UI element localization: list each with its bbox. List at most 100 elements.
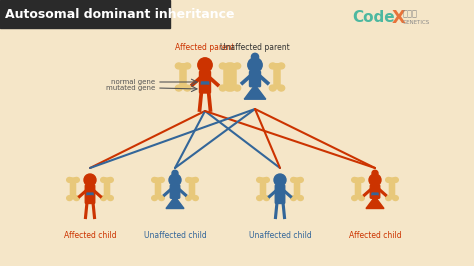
Ellipse shape — [186, 177, 191, 182]
Text: Affected child: Affected child — [64, 231, 116, 239]
Ellipse shape — [269, 85, 276, 91]
Ellipse shape — [193, 196, 198, 201]
Ellipse shape — [291, 196, 296, 201]
Ellipse shape — [100, 196, 106, 201]
Ellipse shape — [184, 85, 191, 91]
Ellipse shape — [159, 177, 164, 182]
Polygon shape — [166, 197, 184, 209]
Ellipse shape — [193, 177, 198, 182]
Ellipse shape — [264, 196, 269, 201]
FancyBboxPatch shape — [251, 83, 259, 86]
Ellipse shape — [234, 85, 241, 91]
FancyBboxPatch shape — [390, 178, 394, 199]
FancyBboxPatch shape — [224, 64, 230, 89]
FancyBboxPatch shape — [230, 64, 236, 89]
Ellipse shape — [73, 196, 79, 201]
Text: Unaffected parent: Unaffected parent — [220, 43, 290, 52]
Ellipse shape — [152, 177, 157, 182]
FancyBboxPatch shape — [275, 185, 285, 203]
Ellipse shape — [225, 63, 232, 69]
FancyBboxPatch shape — [370, 185, 380, 198]
FancyBboxPatch shape — [190, 178, 195, 199]
Ellipse shape — [352, 196, 357, 201]
Ellipse shape — [234, 63, 241, 69]
Ellipse shape — [278, 85, 285, 91]
FancyBboxPatch shape — [249, 71, 261, 87]
FancyBboxPatch shape — [201, 85, 209, 88]
Ellipse shape — [186, 196, 191, 201]
Circle shape — [169, 174, 181, 186]
FancyBboxPatch shape — [87, 196, 93, 198]
Ellipse shape — [219, 85, 226, 91]
FancyBboxPatch shape — [180, 64, 186, 89]
Ellipse shape — [291, 177, 296, 182]
Ellipse shape — [225, 85, 232, 91]
Ellipse shape — [278, 63, 285, 69]
FancyBboxPatch shape — [0, 0, 170, 28]
FancyBboxPatch shape — [294, 178, 300, 199]
Ellipse shape — [73, 177, 79, 182]
Circle shape — [248, 58, 262, 72]
Ellipse shape — [359, 196, 365, 201]
FancyBboxPatch shape — [251, 80, 259, 83]
FancyBboxPatch shape — [200, 71, 210, 93]
Text: GENETICS: GENETICS — [403, 19, 430, 24]
FancyBboxPatch shape — [277, 196, 283, 198]
Ellipse shape — [152, 196, 157, 201]
FancyBboxPatch shape — [85, 185, 95, 203]
Ellipse shape — [67, 177, 73, 182]
Circle shape — [198, 58, 212, 72]
FancyBboxPatch shape — [87, 193, 93, 196]
Ellipse shape — [264, 177, 269, 182]
Ellipse shape — [219, 63, 226, 69]
Ellipse shape — [67, 196, 73, 201]
Ellipse shape — [108, 196, 113, 201]
FancyBboxPatch shape — [201, 82, 209, 85]
FancyBboxPatch shape — [104, 178, 109, 199]
Ellipse shape — [298, 177, 303, 182]
Ellipse shape — [298, 196, 303, 201]
Ellipse shape — [175, 85, 182, 91]
FancyBboxPatch shape — [71, 178, 75, 199]
Ellipse shape — [392, 196, 398, 201]
Circle shape — [84, 174, 96, 186]
Text: Affected child: Affected child — [349, 231, 401, 239]
Ellipse shape — [100, 177, 106, 182]
Ellipse shape — [352, 177, 357, 182]
Ellipse shape — [184, 63, 191, 69]
Ellipse shape — [257, 196, 262, 201]
Text: Unaffected child: Unaffected child — [144, 231, 206, 239]
Polygon shape — [244, 85, 266, 99]
FancyBboxPatch shape — [260, 178, 265, 199]
Text: X: X — [392, 9, 406, 27]
Circle shape — [251, 53, 259, 60]
FancyBboxPatch shape — [155, 178, 161, 199]
FancyBboxPatch shape — [356, 178, 361, 199]
Circle shape — [172, 170, 178, 176]
Text: Unaffected child: Unaffected child — [249, 231, 311, 239]
Ellipse shape — [257, 177, 262, 182]
FancyBboxPatch shape — [274, 64, 280, 89]
Text: Affected parent: Affected parent — [175, 43, 235, 52]
Text: Autosomal dominant inheritance: Autosomal dominant inheritance — [5, 7, 235, 20]
Circle shape — [369, 174, 381, 186]
Circle shape — [372, 170, 378, 176]
Ellipse shape — [108, 177, 113, 182]
FancyBboxPatch shape — [372, 193, 378, 196]
Ellipse shape — [228, 63, 235, 69]
Text: normal gene: normal gene — [111, 79, 155, 85]
Ellipse shape — [386, 196, 392, 201]
Ellipse shape — [228, 85, 235, 91]
Circle shape — [274, 174, 286, 186]
Ellipse shape — [386, 177, 392, 182]
FancyBboxPatch shape — [277, 193, 283, 196]
FancyBboxPatch shape — [172, 196, 178, 198]
Text: Code: Code — [352, 10, 395, 26]
FancyBboxPatch shape — [372, 196, 378, 198]
Ellipse shape — [269, 63, 276, 69]
Polygon shape — [366, 197, 384, 209]
FancyBboxPatch shape — [170, 185, 180, 198]
Ellipse shape — [359, 177, 365, 182]
Ellipse shape — [159, 196, 164, 201]
FancyBboxPatch shape — [172, 193, 178, 196]
